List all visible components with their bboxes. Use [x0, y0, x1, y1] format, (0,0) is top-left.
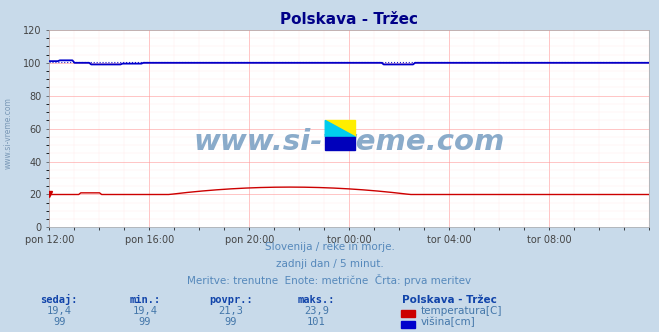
- Text: zadnji dan / 5 minut.: zadnji dan / 5 minut.: [275, 259, 384, 269]
- Text: 19,4: 19,4: [132, 306, 158, 316]
- Text: temperatura[C]: temperatura[C]: [420, 306, 502, 316]
- Text: 101: 101: [307, 317, 326, 327]
- Text: Polskava - Tržec: Polskava - Tržec: [402, 295, 497, 305]
- Text: maks.:: maks.:: [298, 295, 335, 305]
- Polygon shape: [326, 121, 355, 137]
- Text: 19,4: 19,4: [47, 306, 72, 316]
- Polygon shape: [326, 121, 355, 137]
- Text: Slovenija / reke in morje.: Slovenija / reke in morje.: [264, 242, 395, 252]
- Text: 99: 99: [139, 317, 151, 327]
- Text: 99: 99: [225, 317, 237, 327]
- Text: www.si-vreme.com: www.si-vreme.com: [4, 97, 13, 169]
- Text: sedaj:: sedaj:: [41, 294, 78, 305]
- Title: Polskava - Tržec: Polskava - Tržec: [280, 12, 418, 27]
- Text: 23,9: 23,9: [304, 306, 329, 316]
- Text: Meritve: trenutne  Enote: metrične  Črta: prva meritev: Meritve: trenutne Enote: metrične Črta: …: [187, 274, 472, 286]
- Text: min.:: min.:: [129, 295, 161, 305]
- Text: povpr.:: povpr.:: [209, 295, 252, 305]
- Text: 21,3: 21,3: [218, 306, 243, 316]
- Polygon shape: [326, 137, 355, 150]
- Text: 99: 99: [53, 317, 65, 327]
- Text: višina[cm]: višina[cm]: [420, 316, 475, 327]
- Text: www.si-vreme.com: www.si-vreme.com: [194, 128, 505, 156]
